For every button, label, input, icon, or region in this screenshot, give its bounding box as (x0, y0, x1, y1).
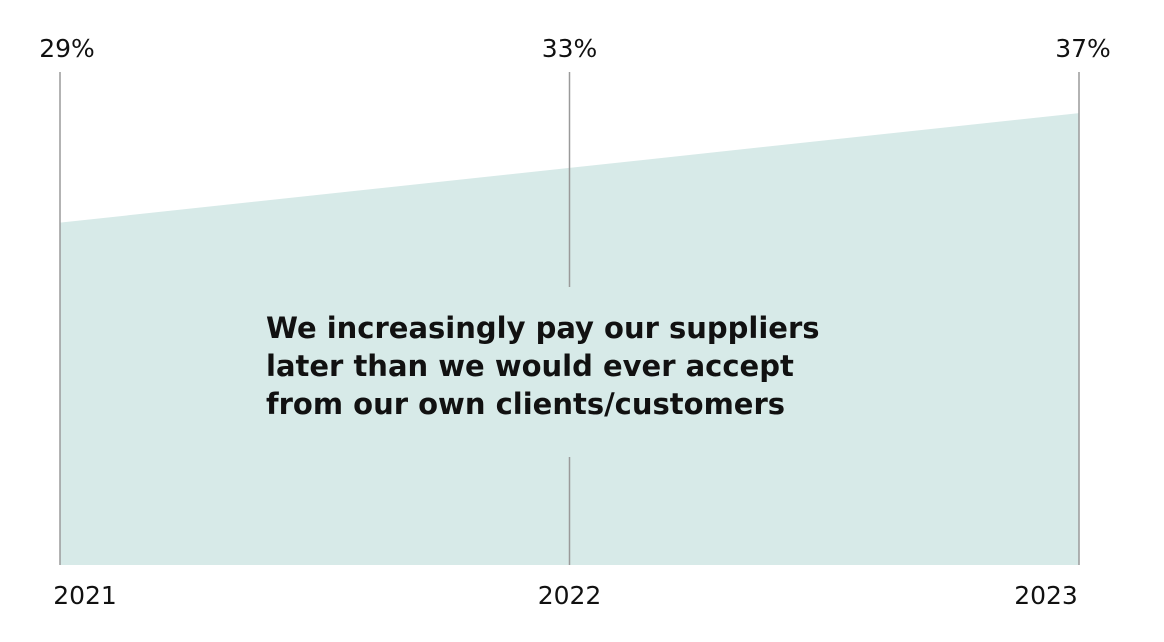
area (60, 113, 1079, 565)
x-tick-label: 2021 (53, 581, 117, 610)
annotation: We increasingly pay our suppliers (266, 311, 820, 345)
value-label: 29% (39, 34, 95, 63)
value-label: 33% (542, 34, 598, 63)
x-tick-label: 2022 (538, 581, 602, 610)
value-label: 37% (1055, 34, 1111, 63)
annotation: from our own clients/customers (266, 387, 785, 421)
annotation: later than we would ever accept (266, 349, 794, 383)
x-tick-label: 2023 (1014, 581, 1078, 610)
